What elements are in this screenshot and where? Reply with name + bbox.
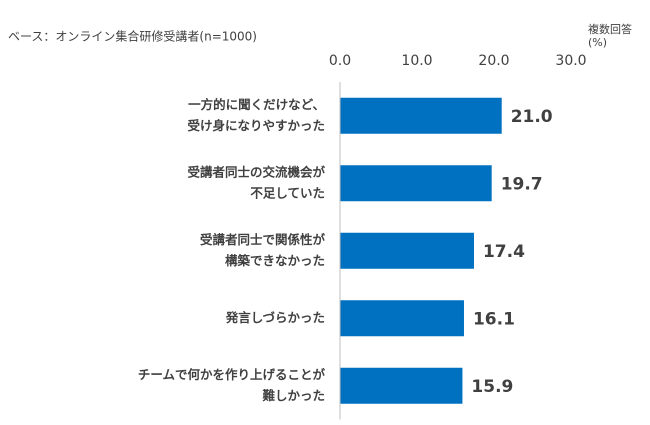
note: 複数回答 [588,22,632,36]
bar [340,165,492,202]
bar [340,367,463,404]
value-label: 15.9 [471,377,513,397]
bar [340,97,502,134]
category-label: チームで何かを作り上げることが [138,367,326,382]
note: (%) [588,36,607,49]
category-label: 受講者同士の交流機会が [187,164,325,179]
value-label: 21.0 [511,107,553,127]
value-label: 19.7 [501,174,543,194]
category-label: 受講者同士で関係性が [200,232,326,247]
x-tick-label: 20.0 [478,53,509,69]
value-label: 16.1 [473,309,515,329]
category-label: 不足していた [250,185,325,200]
category-label: 発言しづらかった [225,310,325,325]
category-label: 受け身になりやすかった [187,118,325,133]
category-label: 難しかった [262,388,325,403]
value-label: 17.4 [483,242,525,262]
x-tick-label: 30.0 [555,53,586,69]
bar [340,232,474,269]
bar [340,300,464,337]
x-tick-label: 10.0 [401,53,432,69]
category-label: 一方的に聞くだけなど、 [188,97,325,112]
x-tick-label: 0.0 [329,53,351,69]
annotation: ベース：オンライン集合研修受講者(n=1000) [8,29,257,44]
category-label: 構築できなかった [225,253,325,268]
